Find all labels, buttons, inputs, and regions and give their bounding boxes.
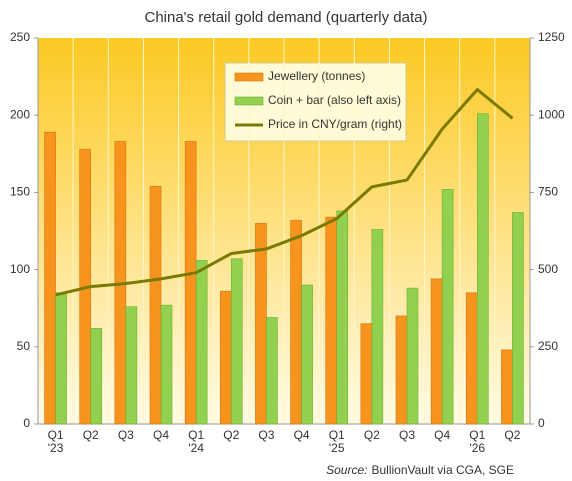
y-tick-label: 200 [10,107,30,121]
bar [465,292,478,425]
x-tick-label: Q4 [152,428,169,442]
source: Source: BullionVault via CGA, SGE [326,463,514,477]
source-label: Source: [326,463,367,477]
x-tick-label: Q1 '23 [47,428,64,455]
y-tick-label: 50 [17,339,31,353]
x-tick-label: Q4 [434,428,451,442]
x-tick-label: Q4 [293,428,310,442]
x-tick-label: Q1 '25 [328,428,345,455]
y2-tick-label: 250 [538,339,558,353]
bar [219,290,232,425]
bar [301,284,313,425]
bar [230,258,243,425]
bar [325,216,338,425]
legend-label: Price in CNY/gram (right) [268,117,402,131]
x-tick-label: Q3 [258,428,275,442]
y-tick-label: 0 [23,416,30,430]
bar [266,317,278,425]
bar [360,323,373,425]
source-text: BullionVault via CGA, SGE [371,463,514,477]
bar [406,287,419,425]
x-tick-label: Q2 [363,428,380,442]
y2-tick-label: 750 [538,185,558,199]
x-tick-label: Q3 [398,428,415,442]
x-tick-label: Q2 [223,428,240,442]
bar [255,222,267,425]
x-tick-label: Q2 [504,428,521,442]
bar [441,189,454,425]
bar [125,306,138,425]
bar [195,260,208,425]
legend-label: Coin + bar (also left axis) [268,93,401,107]
bar [501,349,513,425]
x-tick-label: Q3 [117,428,134,442]
y-tick-label: 250 [10,30,30,44]
chart-title: China's retail gold demand (quarterly da… [144,9,427,26]
bar [476,113,489,425]
y-tick-label: 150 [10,185,30,199]
bar [90,327,103,425]
legend-swatch [234,96,264,106]
bar [184,141,197,425]
bar [290,219,302,425]
y2-tick-label: 0 [538,416,545,430]
bar [149,185,162,425]
x-tick-label: Q1 '24 [188,428,205,455]
bar [55,292,67,425]
bar [395,315,408,425]
legend-label: Jewellery (tonnes) [268,69,365,83]
bar [44,131,56,425]
x-tick-label: Q2 [82,428,99,442]
bar [160,304,173,425]
price-line [55,88,514,297]
y2-tick-label: 1000 [538,107,565,121]
bar [430,278,443,425]
y2-tick-label: 1250 [538,30,565,44]
bar [336,210,349,425]
x-tick-label: Q1 '26 [469,428,486,455]
y-tick-label: 100 [10,262,30,276]
bar [371,229,384,425]
y2-tick-label: 500 [538,262,558,276]
legend-swatch [234,72,264,82]
bar [512,212,524,425]
